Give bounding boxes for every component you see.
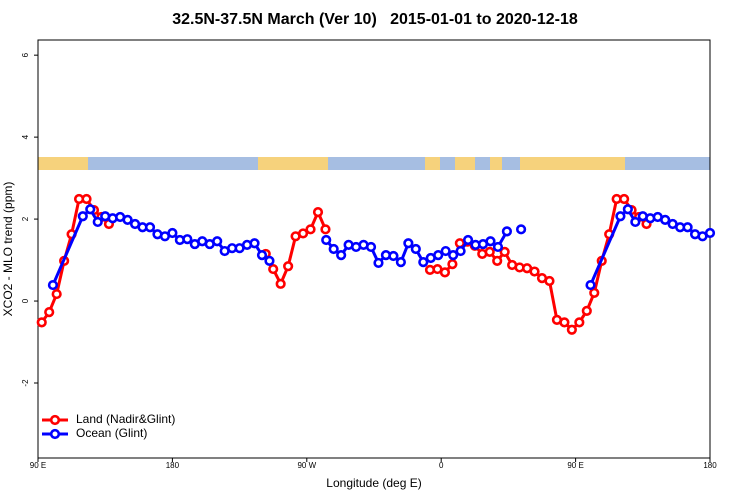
- x-tick-label: 180: [703, 461, 717, 470]
- data-point: [484, 246, 495, 257]
- data-point: [122, 214, 133, 226]
- data-point: [704, 227, 716, 239]
- data-point: [144, 222, 156, 233]
- data-point: [77, 211, 88, 222]
- data-point: [501, 226, 513, 237]
- x-tick-label: 90 E: [30, 461, 46, 470]
- data-point: [305, 224, 316, 235]
- data-point: [275, 278, 286, 289]
- land-band: [455, 157, 475, 170]
- data-point: [44, 307, 55, 318]
- x-axis-label: Longitude (deg E): [326, 476, 421, 490]
- data-point: [660, 214, 671, 226]
- data-point: [585, 279, 596, 291]
- data-point: [440, 245, 451, 257]
- legend-marker: [49, 428, 61, 440]
- data-point: [47, 279, 59, 291]
- x-tick-label: 0: [439, 461, 444, 470]
- data-point: [622, 204, 633, 215]
- series: [36, 193, 652, 335]
- data-point: [268, 263, 279, 275]
- land-ocean-strip: [38, 157, 710, 170]
- data-point: [182, 234, 193, 245]
- x-tick-label: 180: [166, 461, 180, 470]
- data-point: [297, 228, 309, 239]
- y-tick-label: 0: [21, 298, 30, 303]
- land-band: [490, 157, 502, 170]
- data-point: [447, 259, 458, 270]
- data-point: [559, 317, 570, 328]
- x-tick-label: 90 W: [297, 461, 316, 470]
- data-point: [283, 261, 294, 272]
- data-point: [433, 250, 444, 261]
- data-point: [373, 257, 384, 269]
- data-point: [51, 288, 62, 300]
- land-band: [425, 157, 440, 170]
- data-point: [439, 267, 451, 278]
- data-point: [264, 255, 275, 266]
- plot-frame: [37, 39, 711, 459]
- data-point: [403, 238, 414, 249]
- land-band: [520, 157, 625, 170]
- y-tick-label: 4: [21, 134, 30, 139]
- data-point: [455, 245, 466, 257]
- data-point: [485, 236, 496, 247]
- y-tick-label: 2: [21, 216, 30, 221]
- land-band: [258, 157, 328, 170]
- data-point: [320, 224, 331, 235]
- y-tick-label: -2: [21, 379, 30, 387]
- data-point: [529, 266, 540, 277]
- data-point: [462, 234, 474, 246]
- data-point: [395, 257, 406, 268]
- legend-label: Ocean (Glint): [76, 426, 147, 440]
- y-tick-label: 6: [21, 52, 30, 57]
- data-point: [499, 246, 510, 257]
- data-point: [589, 287, 600, 298]
- data-point: [365, 241, 377, 253]
- series: [47, 204, 716, 291]
- data-point: [566, 324, 577, 335]
- data-point: [81, 193, 92, 205]
- data-point: [85, 204, 96, 215]
- data-point: [448, 250, 459, 261]
- data-point: [336, 250, 347, 261]
- data-point: [410, 243, 421, 255]
- data-point: [682, 222, 693, 233]
- data-point: [581, 305, 592, 316]
- data-point: [492, 241, 504, 253]
- x-tick-label: 90 E: [567, 461, 583, 470]
- data-point: [328, 243, 339, 255]
- data-point: [212, 236, 223, 247]
- data-point: [249, 238, 260, 249]
- data-point: [36, 317, 47, 328]
- data-point: [388, 250, 399, 262]
- land-band: [38, 157, 88, 170]
- data-point: [619, 193, 630, 205]
- data-point: [321, 234, 332, 246]
- data-point: [544, 275, 555, 287]
- data-point: [418, 257, 429, 268]
- chart-title: 32.5N-37.5N March (Ver 10) 2015-01-01 to…: [172, 11, 578, 28]
- data-point: [312, 207, 324, 218]
- data-point: [574, 317, 585, 328]
- data-point: [492, 255, 503, 266]
- legend-label: Land (Nadir&Glint): [76, 412, 175, 426]
- y-axis-label: XCO2 - MLO trend (ppm): [1, 182, 15, 317]
- data-point: [92, 216, 103, 228]
- data-point: [515, 224, 527, 235]
- legend-marker: [49, 414, 61, 426]
- data-point: [167, 227, 178, 239]
- data-point: [615, 211, 626, 222]
- data-point: [630, 216, 641, 228]
- data-point: [256, 250, 268, 261]
